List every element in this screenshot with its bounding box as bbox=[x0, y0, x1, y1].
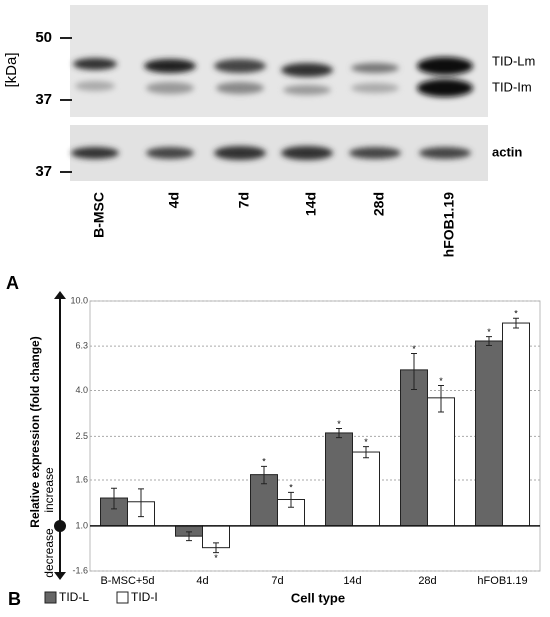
y-tick-label: 6.3 bbox=[75, 340, 88, 350]
significance-mark: * bbox=[487, 327, 491, 337]
significance-mark: * bbox=[364, 437, 368, 447]
plot: -1.6 1.0 1.6 2.5 4.0 6.3 10.0 B-MSC+5d 4d * 7d * * 14… bbox=[44, 295, 541, 604]
y-tick-label: 1.0 bbox=[75, 520, 88, 530]
x-tick-label: 4d bbox=[196, 575, 208, 587]
bar bbox=[325, 432, 353, 527]
marker-label: 37 bbox=[35, 163, 52, 180]
error-bar bbox=[363, 446, 369, 459]
bar bbox=[502, 322, 530, 527]
y-tick-label: 10.0 bbox=[70, 295, 88, 305]
x-axis-label: Cell type bbox=[291, 590, 345, 605]
significance-mark: * bbox=[412, 344, 416, 354]
band-label: TID-Lm bbox=[492, 53, 535, 68]
x-tick-label: hFOB1.19 bbox=[477, 575, 527, 587]
x-tick-label: 7d bbox=[271, 575, 283, 587]
panel-label: B bbox=[8, 589, 21, 609]
band-label: actin bbox=[492, 144, 522, 159]
y-tick-label: 4.0 bbox=[75, 385, 88, 395]
lane-label: B-MSC bbox=[91, 192, 107, 238]
error-bar bbox=[411, 353, 417, 391]
error-bar bbox=[261, 465, 267, 485]
lane-label: 4d bbox=[166, 192, 182, 208]
error-bar bbox=[111, 487, 117, 510]
significance-mark: * bbox=[514, 309, 518, 319]
y-tick-label: 2.5 bbox=[75, 431, 88, 441]
legend-swatch bbox=[44, 591, 57, 604]
direction-label: decrease bbox=[42, 528, 56, 578]
error-bar bbox=[486, 336, 492, 347]
x-tick-label: B-MSC+5d bbox=[100, 575, 154, 587]
unit-label: [kDa] bbox=[3, 52, 20, 87]
lane-label: 7d bbox=[236, 192, 252, 208]
error-bar bbox=[138, 488, 144, 518]
lane-label: 28d bbox=[371, 192, 387, 216]
bar bbox=[475, 340, 503, 527]
x-tick-label: 28d bbox=[418, 575, 436, 587]
legend-label: TID-L bbox=[59, 590, 89, 604]
error-bar bbox=[438, 384, 444, 413]
y-axis-label: Relative expression (fold change) bbox=[28, 336, 42, 527]
marker-label: 50 bbox=[35, 29, 52, 46]
lane-label: hFOB1.19 bbox=[441, 192, 457, 258]
significance-mark: * bbox=[262, 457, 266, 467]
marker-label: 37 bbox=[35, 91, 52, 108]
error-bar bbox=[213, 542, 219, 554]
legend-swatch bbox=[116, 591, 129, 604]
error-bar bbox=[513, 317, 519, 329]
bar bbox=[352, 451, 380, 527]
direction-origin bbox=[54, 520, 66, 532]
error-bar bbox=[288, 491, 294, 508]
legend-label: TID-I bbox=[131, 590, 158, 604]
direction-label: increase bbox=[42, 467, 56, 513]
significance-mark: * bbox=[214, 553, 218, 563]
band-label: TID-Im bbox=[492, 79, 532, 94]
blot-bands bbox=[71, 57, 473, 160]
error-bar bbox=[186, 531, 192, 542]
blot-panel bbox=[70, 5, 488, 117]
y-tick-label: -1.6 bbox=[72, 565, 88, 575]
bar bbox=[427, 397, 455, 527]
error-bar bbox=[336, 428, 342, 439]
y-tick-label: 1.6 bbox=[75, 474, 88, 484]
lane-label: 14d bbox=[303, 192, 319, 216]
significance-mark: * bbox=[337, 419, 341, 429]
bar bbox=[400, 369, 428, 527]
significance-mark: * bbox=[439, 376, 443, 386]
blot-panel bbox=[70, 125, 488, 181]
panel-label: A bbox=[6, 273, 19, 293]
lane-labels: B-MSC 4d 7d 14d 28d hFOB1.19 bbox=[91, 192, 457, 258]
significance-mark: * bbox=[289, 483, 293, 493]
x-tick-label: 14d bbox=[343, 575, 361, 587]
